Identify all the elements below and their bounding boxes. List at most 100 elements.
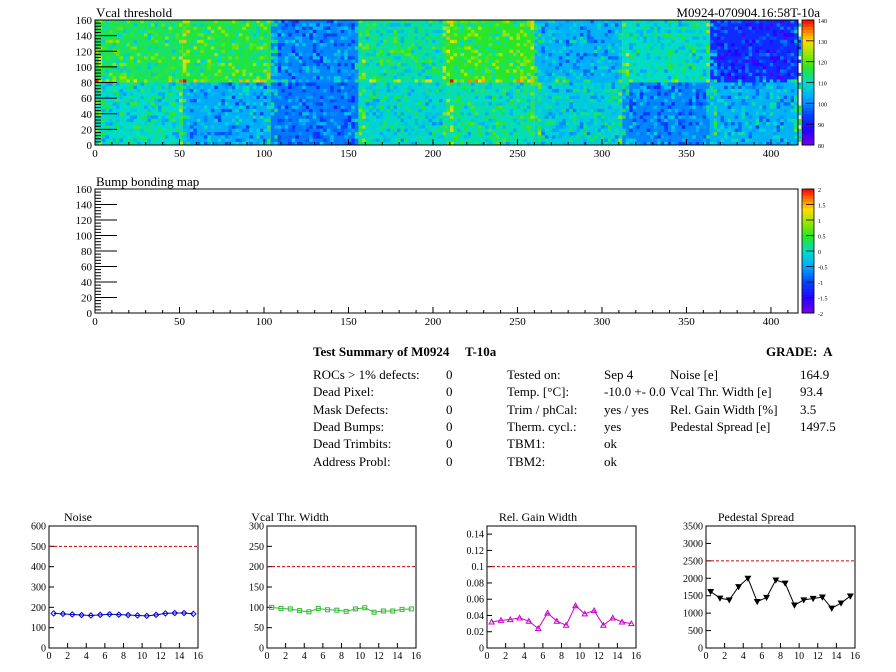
pixel-cell	[228, 115, 232, 119]
pixel-cell	[182, 138, 187, 142]
pixel-cell	[717, 132, 721, 136]
pixel-cell	[130, 72, 134, 77]
pixel-cell	[551, 128, 556, 132]
pixel-cell	[326, 26, 331, 30]
vcal-colorbar-segment	[802, 116, 814, 121]
pixel-cell	[450, 118, 454, 123]
pixel-cell	[386, 99, 391, 103]
pixel-cell	[762, 76, 767, 80]
pixel-cell	[614, 56, 619, 60]
pixel-cell	[745, 39, 749, 44]
pixel-cell	[393, 36, 398, 40]
pixel-cell	[344, 26, 348, 30]
pixel-cell	[425, 36, 429, 40]
pixel-cell	[576, 72, 580, 77]
pixel-cell	[326, 141, 331, 146]
pixel-cell	[794, 125, 798, 129]
pixel-cell	[316, 125, 320, 129]
pixel-cell	[126, 53, 130, 57]
pixel-cell	[281, 66, 285, 70]
pixel-cell	[674, 53, 679, 57]
pixel-cell	[119, 79, 123, 83]
pixel-cell	[495, 105, 499, 109]
pixel-cell	[544, 72, 549, 77]
pixel-cell	[277, 125, 282, 129]
pixel-cell	[579, 69, 584, 73]
pixel-cell	[600, 59, 605, 63]
pixel-cell	[224, 122, 229, 126]
pixel-cell	[625, 92, 630, 96]
pixel-cell	[674, 49, 679, 53]
pixel-cell	[467, 112, 471, 116]
pixel-cell	[376, 92, 380, 96]
pixel-cell	[168, 82, 172, 86]
pixel-cell	[390, 108, 394, 113]
pixel-cell	[133, 26, 137, 30]
pixel-cell	[312, 92, 317, 96]
pixel-cell	[745, 112, 749, 116]
pedestal-spread-ytick-label: 2500	[683, 556, 703, 567]
pixel-cell	[435, 89, 440, 93]
pixel-cell	[193, 39, 197, 44]
pixel-cell	[137, 33, 141, 37]
pixel-cell	[337, 82, 341, 86]
bump-map-xtick-label: 200	[425, 316, 442, 328]
pixel-cell	[179, 141, 183, 146]
pixel-cell	[625, 53, 630, 57]
pixel-cell	[105, 125, 109, 129]
pixel-cell	[432, 66, 436, 70]
pixel-cell	[678, 118, 682, 123]
pixel-cell	[720, 76, 725, 80]
pixel-cell	[614, 99, 619, 103]
pixel-cell	[762, 36, 767, 40]
pixel-cell	[653, 125, 658, 129]
pixel-cell	[590, 108, 594, 113]
pixel-cell	[576, 56, 580, 60]
pixel-cell	[256, 33, 260, 37]
pixel-cell	[407, 92, 412, 96]
pixel-cell	[249, 72, 253, 77]
pixel-cell	[119, 33, 123, 37]
pixel-cell	[759, 118, 763, 123]
pixel-cell	[738, 29, 742, 34]
pixel-cell	[734, 125, 739, 129]
vcal-thr-width-data-point	[399, 606, 405, 612]
pixel-cell	[551, 82, 556, 86]
pixel-cell	[569, 39, 573, 44]
pixel-cell	[657, 115, 661, 119]
bump-colorbar-segment	[802, 297, 814, 302]
pixel-cell	[664, 135, 668, 139]
bump-colorbar-segment	[802, 226, 814, 230]
pixel-cell	[421, 128, 426, 132]
pixel-cell	[727, 118, 732, 123]
pixel-cell	[667, 115, 672, 119]
pixel-cell	[284, 26, 289, 30]
pixel-cell	[534, 92, 538, 96]
pixel-cell	[506, 66, 510, 70]
pixel-cell	[319, 141, 324, 146]
pixel-cell	[263, 118, 267, 123]
pixel-cell	[386, 138, 391, 142]
pixel-cell	[773, 105, 777, 109]
pixel-cell	[369, 46, 373, 50]
pixel-cell	[411, 49, 415, 53]
pixel-cell	[636, 79, 640, 83]
pixel-cell	[414, 43, 419, 47]
pixel-cell	[604, 66, 608, 70]
pixel-cell	[446, 43, 450, 47]
pixel-cell	[646, 56, 651, 60]
pixel-cell	[720, 26, 725, 30]
pixel-cell	[692, 135, 696, 139]
pixel-cell	[281, 43, 285, 47]
pixel-cell	[379, 99, 384, 103]
pixel-cell	[558, 49, 563, 53]
pixel-cell	[618, 138, 622, 142]
pixel-cell	[766, 92, 770, 96]
pedestal-spread-xtick-label: 6	[759, 651, 764, 662]
pixel-cell	[245, 138, 250, 142]
pixel-cell	[390, 135, 394, 139]
pixel-cell	[492, 36, 496, 40]
vcal-colorbar-tick-label: 100	[818, 102, 827, 108]
pixel-cell	[312, 102, 317, 106]
pixel-cell	[745, 53, 749, 57]
